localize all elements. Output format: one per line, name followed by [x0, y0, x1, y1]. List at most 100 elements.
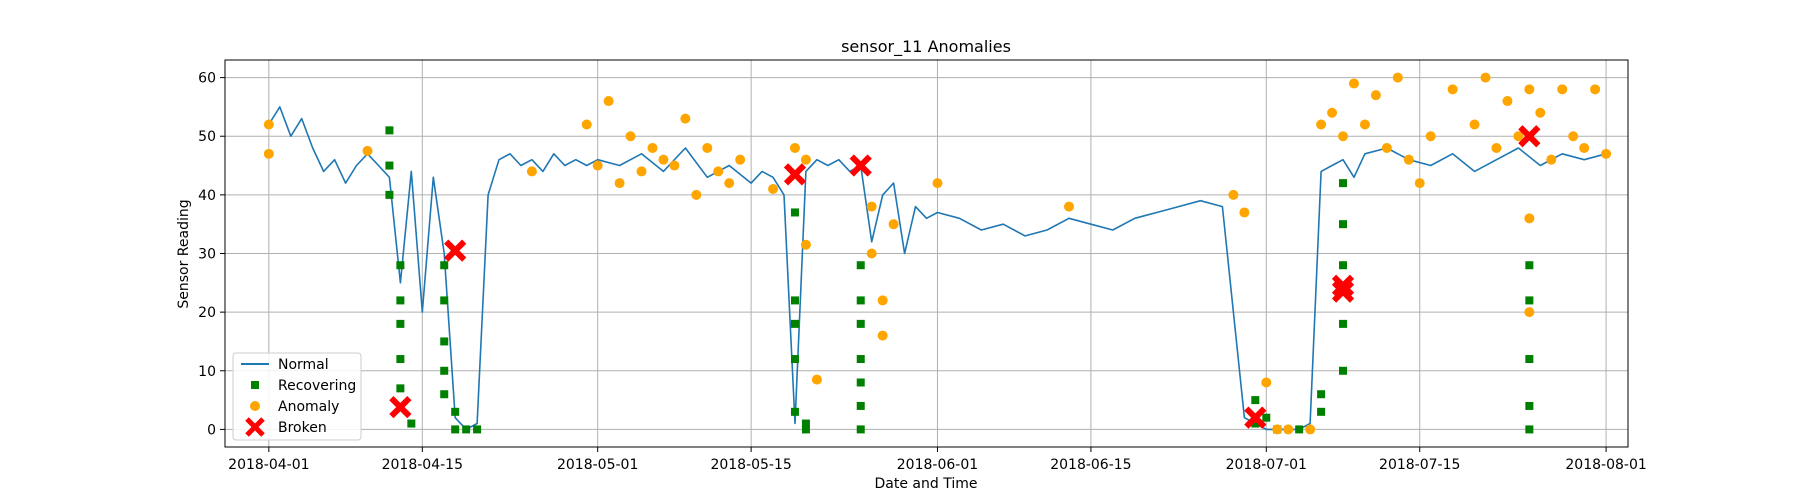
x-tick-label: 2018-06-01 — [897, 457, 978, 473]
recovering-point — [1251, 419, 1260, 428]
anomaly-point — [658, 154, 669, 165]
anomaly-point — [1228, 189, 1239, 200]
recovering-point — [790, 296, 799, 305]
normal-line — [268, 106, 1607, 431]
y-tick-label: 60 — [198, 71, 216, 87]
anomaly-point — [932, 178, 943, 189]
anomaly-point — [1283, 424, 1294, 435]
recovering-point — [1525, 261, 1534, 270]
recovering-point — [1525, 355, 1534, 364]
anomaly-point — [614, 178, 625, 189]
anomaly-point — [1568, 131, 1579, 142]
anomaly-point — [866, 201, 877, 212]
anomaly-point — [1524, 307, 1535, 318]
anomaly-point — [800, 154, 811, 165]
recovering-point — [462, 425, 471, 434]
x-tick-label: 2018-07-01 — [1226, 457, 1307, 473]
y-tick-label: 30 — [198, 247, 216, 263]
legend-anomaly-label: Anomaly — [278, 399, 339, 415]
recovering-point — [396, 384, 405, 393]
broken-point — [1518, 125, 1541, 148]
grid-lines — [225, 60, 1628, 447]
recovering-point — [1339, 319, 1348, 328]
anomaly-point — [1338, 131, 1349, 142]
recovering-point — [385, 126, 394, 135]
anomaly-point — [800, 239, 811, 250]
recovering-point — [396, 261, 405, 270]
series-normal — [268, 106, 1607, 431]
anomaly-point — [1535, 107, 1546, 118]
recovering-point — [790, 407, 799, 416]
recovering-point — [396, 296, 405, 305]
x-tick-label: 2018-08-01 — [1565, 457, 1646, 473]
recovering-point — [1525, 296, 1534, 305]
anomaly-point — [592, 160, 603, 171]
legend-recovering-swatch — [251, 381, 259, 389]
anomaly-point — [680, 113, 691, 124]
x-tick-label: 2018-04-15 — [382, 457, 463, 473]
anomaly-point — [1392, 72, 1403, 83]
anomaly-point — [1359, 119, 1370, 130]
recovering-point — [451, 407, 460, 416]
anomaly-point — [263, 148, 274, 159]
recovering-point — [801, 419, 810, 428]
recovering-point — [407, 419, 416, 428]
anomaly-point — [1502, 96, 1513, 107]
anomaly-point — [362, 145, 373, 156]
anomaly-point — [1480, 72, 1491, 83]
x-axis-title: Date and Time — [875, 476, 978, 492]
anomaly-point — [1272, 424, 1283, 435]
anomaly-point — [1601, 148, 1612, 159]
recovering-point — [440, 296, 449, 305]
anomaly-point — [768, 184, 779, 194]
x-tick-label: 2018-05-15 — [710, 457, 791, 473]
anomaly-point — [1316, 119, 1327, 130]
anomaly-point — [888, 219, 899, 230]
anomaly-point — [1590, 84, 1601, 95]
anomaly-point — [1425, 131, 1436, 142]
anomaly-point — [581, 119, 592, 130]
recovering-point — [801, 425, 810, 434]
recovering-point — [856, 355, 865, 364]
anomaly-point — [866, 248, 877, 259]
chart-title: sensor_11 Anomalies — [841, 37, 1011, 57]
anomaly-point — [1513, 131, 1524, 142]
anomaly-point — [1327, 107, 1338, 118]
x-tick-label: 2018-06-15 — [1050, 457, 1131, 473]
legend-recovering-label: Recovering — [278, 378, 356, 394]
broken-point — [1331, 280, 1355, 303]
anomaly-point — [702, 142, 713, 153]
broken-point — [849, 154, 872, 177]
anomaly-point — [1261, 377, 1272, 388]
broken-point — [1331, 274, 1355, 297]
anomaly-point — [1414, 178, 1425, 189]
y-tick-label: 10 — [198, 364, 216, 380]
anomaly-point — [811, 374, 822, 385]
recovering-point — [790, 355, 799, 364]
legend-broken-label: Broken — [278, 420, 327, 436]
anomaly-point — [724, 178, 735, 189]
recovering-point — [856, 319, 865, 328]
recovering-point — [440, 261, 449, 270]
recovering-point — [473, 425, 482, 434]
plot-area — [224, 59, 1629, 448]
anomaly-point — [1469, 119, 1480, 130]
recovering-point — [1339, 366, 1348, 375]
anomaly-point — [1524, 84, 1535, 95]
anomaly-point — [691, 189, 702, 200]
anomaly-point — [636, 166, 647, 177]
recovering-point — [1262, 413, 1271, 422]
recovering-point — [396, 319, 405, 328]
recovering-point — [790, 319, 799, 328]
legend-box — [232, 352, 362, 441]
x-axis: 2018-04-01 2018-04-15 2018-05-01 2018-05-15… — [228, 447, 1647, 473]
broken-point — [389, 396, 412, 419]
recovering-point — [856, 425, 865, 434]
y-tick-label: 0 — [207, 422, 216, 438]
anomaly-point — [526, 166, 537, 177]
broken-point — [1244, 406, 1267, 429]
y-axis-title: Sensor Reading — [176, 199, 192, 308]
legend-normal-label: Normal — [278, 357, 329, 373]
y-tick-label: 40 — [198, 188, 216, 204]
